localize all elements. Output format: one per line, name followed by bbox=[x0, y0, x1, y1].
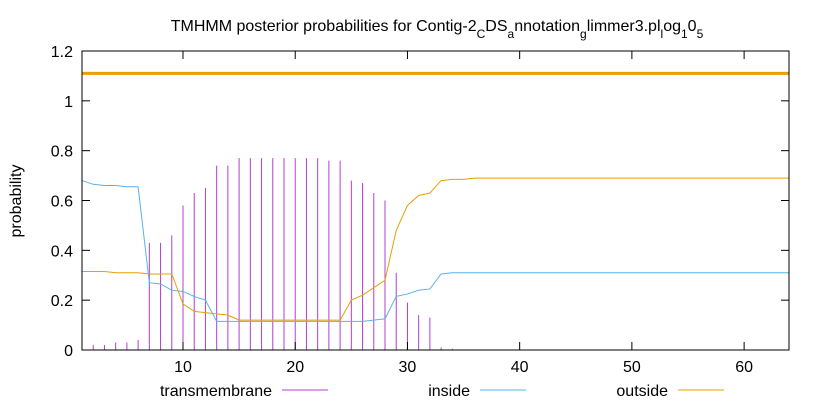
chart-title-part: DS bbox=[485, 18, 507, 35]
x-tick-label: 50 bbox=[623, 359, 641, 376]
chart-title: TMHMM posterior probabilities for Contig… bbox=[171, 18, 704, 41]
x-tick-label: 10 bbox=[174, 359, 192, 376]
chart-title-part: og bbox=[663, 18, 681, 35]
chart-title-part: a bbox=[508, 27, 515, 41]
chart-title-part: 0 bbox=[688, 18, 697, 35]
chart-title-part: limmer3.pl bbox=[587, 18, 661, 35]
chart-title-part: nnotation bbox=[514, 18, 580, 35]
y-tick-label: 0.4 bbox=[51, 243, 73, 260]
x-tick-label: 30 bbox=[399, 359, 417, 376]
y-tick-label: 0.8 bbox=[51, 144, 73, 161]
axes bbox=[81, 50, 790, 351]
y-tick-label: 1 bbox=[64, 94, 73, 111]
chart-title-part: g bbox=[580, 27, 587, 41]
tick-labels: 0 0.2 0.4 0.6 0.8 1 1.2 10 20 30 40 50 60 bbox=[51, 44, 753, 376]
legend-label-outside: outside bbox=[616, 383, 668, 400]
y-tick-label: 0.2 bbox=[51, 293, 73, 310]
legend-label-transmembrane: transmembrane bbox=[160, 383, 272, 400]
chart-title-part: l bbox=[661, 27, 664, 41]
y-tick-label: 1.2 bbox=[51, 44, 73, 61]
legend: transmembrane inside outside bbox=[160, 383, 724, 400]
y-axis-label: probability bbox=[8, 165, 25, 238]
y-tick-label: 0 bbox=[64, 343, 73, 360]
x-tick-label: 40 bbox=[511, 359, 529, 376]
y-tick-label: 0.6 bbox=[51, 194, 73, 211]
x-tick-label: 20 bbox=[286, 359, 304, 376]
legend-label-inside: inside bbox=[428, 383, 470, 400]
chart-title-part: 1 bbox=[681, 27, 688, 41]
chart-title-part: 5 bbox=[697, 27, 704, 41]
plot-area bbox=[82, 51, 789, 350]
chart-title-part: TMHMM posterior probabilities for Contig… bbox=[171, 18, 477, 35]
plot-background bbox=[82, 51, 789, 350]
line-series-layer bbox=[81, 177, 789, 322]
outside-line bbox=[82, 177, 789, 321]
inside-line bbox=[81, 180, 789, 322]
x-tick-label: 60 bbox=[735, 359, 753, 376]
chart-title-part: C bbox=[477, 27, 486, 41]
transmembrane-series bbox=[81, 158, 453, 350]
